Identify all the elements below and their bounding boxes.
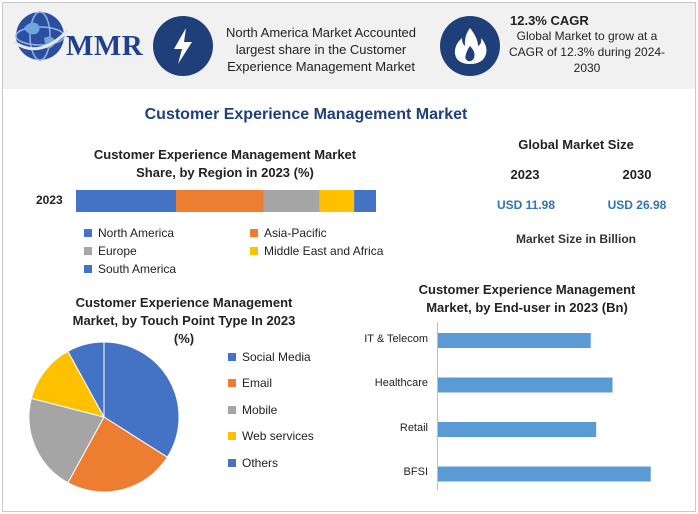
- legend-south-america: South America: [84, 262, 176, 276]
- headline-line: Experience Management Market: [227, 59, 415, 74]
- market-size-value-2023: USD 11.98: [496, 198, 556, 212]
- region-bar-segment-middle-east-and-africa: [319, 190, 355, 212]
- enduser-category-label: Retail: [399, 422, 428, 434]
- region-bar-segment-europe: [263, 190, 320, 212]
- legend-middle-east-africa: Middle East and Africa: [250, 244, 383, 258]
- headline-line: largest share in the Customer: [235, 42, 407, 57]
- legend-label: North America: [98, 226, 175, 240]
- enduser-chart-title-line: Market, by End-user in 2023 (Bn): [426, 300, 628, 315]
- legend-label: Asia-Pacific: [264, 226, 327, 240]
- headline-line: North America Market Accounted: [225, 25, 417, 40]
- cagr-block: 12.3% CAGR Global Market to grow at a CA…: [492, 13, 682, 76]
- pie-slice-email: [67, 416, 169, 493]
- region-chart-title: Customer Experience Management Market Sh…: [60, 146, 390, 182]
- legend-label: Email: [242, 376, 273, 390]
- pie-slice-web-services: [30, 350, 105, 418]
- enduser-bar-it-telecom: [438, 333, 591, 348]
- pie-legend-email: Email: [228, 376, 272, 390]
- legend-label: South America: [98, 262, 177, 276]
- enduser-chart-title-line: Customer Experience Management: [418, 282, 636, 297]
- legend-swatch: [250, 229, 258, 237]
- legend-label: Social Media: [242, 350, 311, 364]
- legend-asia-pacific: Asia-Pacific: [250, 226, 327, 240]
- legend-label: Mobile: [242, 403, 278, 417]
- region-year-label: 2023: [36, 193, 63, 207]
- legend-north-america: North America: [84, 226, 174, 240]
- pie-legend-others: Others: [228, 456, 278, 470]
- enduser-category-label: BFSI: [403, 466, 428, 478]
- legend-swatch: [84, 265, 92, 273]
- market-size-title: Global Market Size: [518, 137, 634, 152]
- pie-legend-mobile: Mobile: [228, 403, 277, 417]
- cagr-title: 12.3% CAGR: [510, 13, 589, 28]
- headline: North America Market Accounted largest s…: [212, 24, 430, 75]
- region-chart-title-line: Customer Experience Management Market: [93, 147, 357, 162]
- legend-europe: Europe: [84, 244, 137, 258]
- legend-label: Middle East and Africa: [264, 244, 384, 258]
- legend-swatch: [228, 432, 236, 440]
- cagr-line: CAGR of 12.3% during 2024-: [508, 45, 666, 59]
- cagr-line: 2030: [573, 61, 601, 75]
- legend-label: Web services: [242, 429, 314, 443]
- flame-icon: [440, 16, 500, 76]
- legend-swatch: [228, 379, 236, 387]
- header-band: [3, 3, 695, 89]
- pie-chart-title-line: Customer Experience Management: [75, 295, 293, 310]
- region-bar-segment-north-america: [76, 190, 176, 212]
- market-size-year-2023: 2023: [510, 167, 540, 182]
- pie-chart: [28, 341, 180, 493]
- region-bar-segment-south-america: [354, 190, 376, 212]
- legend-label: Others: [242, 456, 279, 470]
- region-stacked-bar: [76, 190, 376, 212]
- pie-chart-title-line: (%): [173, 331, 195, 346]
- legend-swatch: [228, 459, 236, 467]
- pie-chart-title: Customer Experience Management Market, b…: [44, 294, 324, 348]
- legend-swatch: [228, 406, 236, 414]
- region-chart-title-line: Share, by Region in 2023 (%): [136, 165, 314, 180]
- globe-icon: [13, 11, 70, 61]
- pie-slice-others: [67, 341, 105, 418]
- enduser-axis-line: [437, 322, 438, 490]
- enduser-chart-title: Customer Experience Management Market, b…: [382, 281, 672, 317]
- enduser-bar-retail: [438, 422, 597, 437]
- legend-swatch: [250, 247, 258, 255]
- logo-text: MMR: [66, 30, 144, 62]
- lightning-icon: [153, 16, 213, 76]
- legend-label: Europe: [98, 244, 137, 258]
- enduser-bar-bfsi: [438, 466, 651, 482]
- region-bar-segment-asia-pacific: [176, 190, 264, 212]
- enduser-bar-chart: [438, 333, 651, 482]
- pie-chart-title-line: Market, by Touch Point Type In 2023: [72, 313, 296, 328]
- legend-swatch: [84, 247, 92, 255]
- pie-legend-web-services: Web services: [228, 429, 314, 443]
- cagr-line: Global Market to grow at a: [516, 29, 658, 43]
- enduser-category-label: IT & Telecom: [364, 333, 428, 345]
- pie-slice-mobile: [28, 397, 105, 484]
- legend-swatch: [84, 229, 92, 237]
- market-size-unit-note: Market Size in Billion: [515, 232, 637, 246]
- market-size-value-2030: USD 26.98: [607, 198, 667, 212]
- enduser-bar-healthcare: [438, 377, 613, 393]
- legend-swatch: [228, 353, 236, 361]
- main-title: Customer Experience Management Market: [144, 106, 468, 123]
- pie-legend-social-media: Social Media: [228, 350, 311, 364]
- logo: MMR: [10, 8, 150, 64]
- enduser-category-label: Healthcare: [374, 377, 428, 389]
- market-size-year-2030: 2030: [622, 167, 652, 182]
